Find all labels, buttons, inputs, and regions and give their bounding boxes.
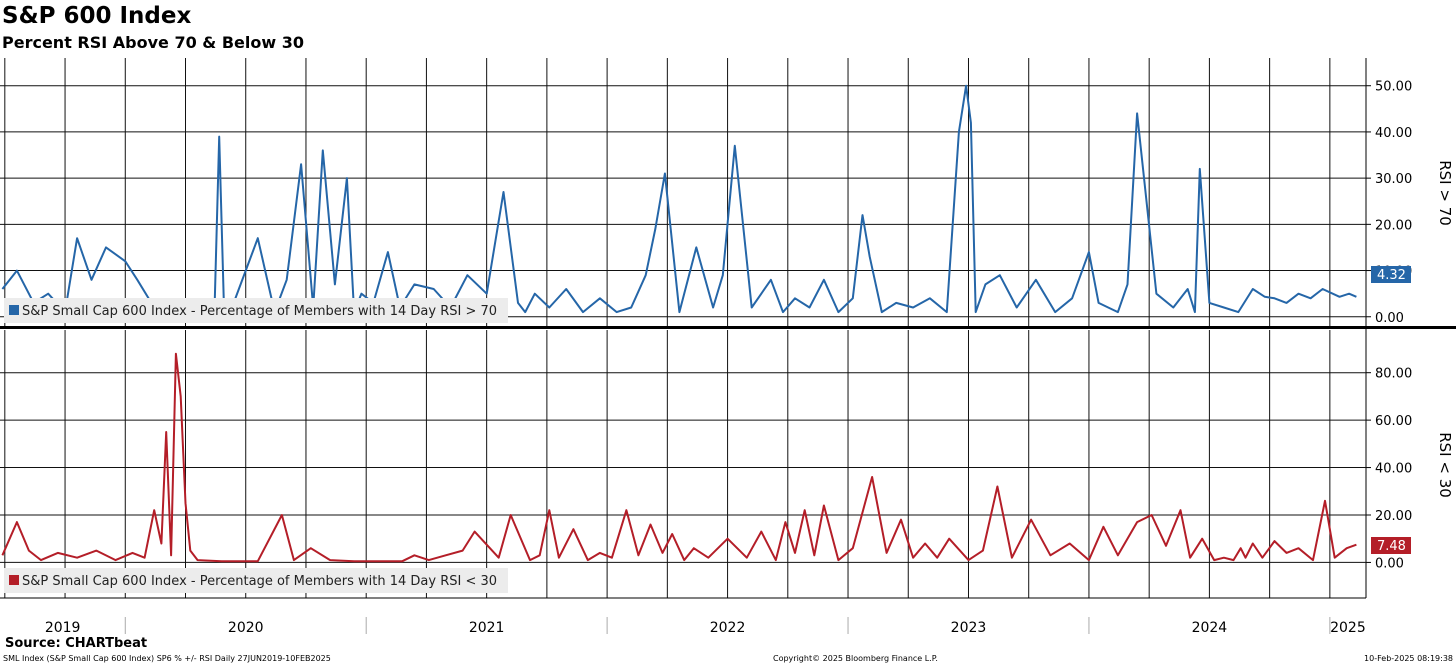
chart-subtitle: Percent RSI Above 70 & Below 30 (2, 33, 304, 52)
last-value-box-top (1371, 266, 1411, 283)
x-tick-label: 2022 (710, 620, 746, 636)
grid (0, 58, 1367, 598)
x-tick-label: 2023 (951, 620, 987, 636)
legend-top: S&P Small Cap 600 Index - Percentage of … (4, 298, 508, 323)
y-tick-label: 20.00 (1375, 509, 1412, 524)
y-axis-bottom: 0.00 20.00 40.00 60.00 80.00 (1366, 367, 1412, 571)
footer-copyright: Copyright© 2025 Bloomberg Finance L.P. (773, 654, 938, 663)
series-rsi-above-70 (1, 84, 1357, 316)
last-value-box-bottom (1371, 537, 1411, 554)
legend-swatch-bottom (9, 575, 19, 585)
x-tick-label: 2021 (469, 620, 505, 636)
y-tick-label: 80.00 (1375, 367, 1412, 382)
series-line-bottom (1, 352, 1357, 563)
x-axis: 2019 2020 2021 2022 2023 2024 2025 (45, 617, 1366, 636)
panel-rsi-below-30: 0.00 20.00 40.00 60.00 80.00 RSI < 30 7.48 S… (1, 352, 1454, 593)
series-line-top (1, 84, 1357, 316)
y-tick-label: 60.00 (1375, 414, 1412, 429)
legend-swatch-top (9, 305, 19, 315)
y-tick-label: 30.00 (1375, 172, 1412, 187)
last-value-bottom: 7.48 (1377, 539, 1406, 554)
source-note: Source: CHARTbeat (5, 636, 148, 651)
legend-label-bottom: S&P Small Cap 600 Index - Percentage of … (22, 574, 497, 589)
y-tick-label: 0.00 (1375, 556, 1404, 571)
y-tick-label: 40.00 (1375, 462, 1412, 477)
y-tick-label: 50.00 (1375, 80, 1412, 95)
x-tick-label: 2024 (1192, 620, 1228, 636)
footer-description: SML Index (S&P Small Cap 600 Index) SP6 … (3, 654, 331, 663)
panel-divider (0, 326, 1456, 329)
legend-label-top: S&P Small Cap 600 Index - Percentage of … (22, 304, 497, 319)
y-tick-label: 20.00 (1375, 218, 1412, 233)
x-tick-label: 2019 (45, 620, 81, 636)
x-tick-label: 2025 (1330, 620, 1366, 636)
legend-bottom: S&P Small Cap 600 Index - Percentage of … (4, 568, 508, 593)
y-tick-label: 40.00 (1375, 126, 1412, 141)
series-rsi-below-30 (1, 352, 1357, 563)
y-axis-label-bottom: RSI < 30 (1436, 432, 1454, 498)
chart-title: S&P 600 Index (2, 3, 192, 29)
last-value-top: 4.32 (1377, 268, 1406, 283)
footer-timestamp: 10-Feb-2025 08:19:38 (1364, 654, 1453, 663)
y-tick-label: 0.00 (1375, 311, 1404, 326)
y-axis-label-top: RSI > 70 (1436, 160, 1454, 226)
x-tick-label: 2020 (228, 620, 264, 636)
